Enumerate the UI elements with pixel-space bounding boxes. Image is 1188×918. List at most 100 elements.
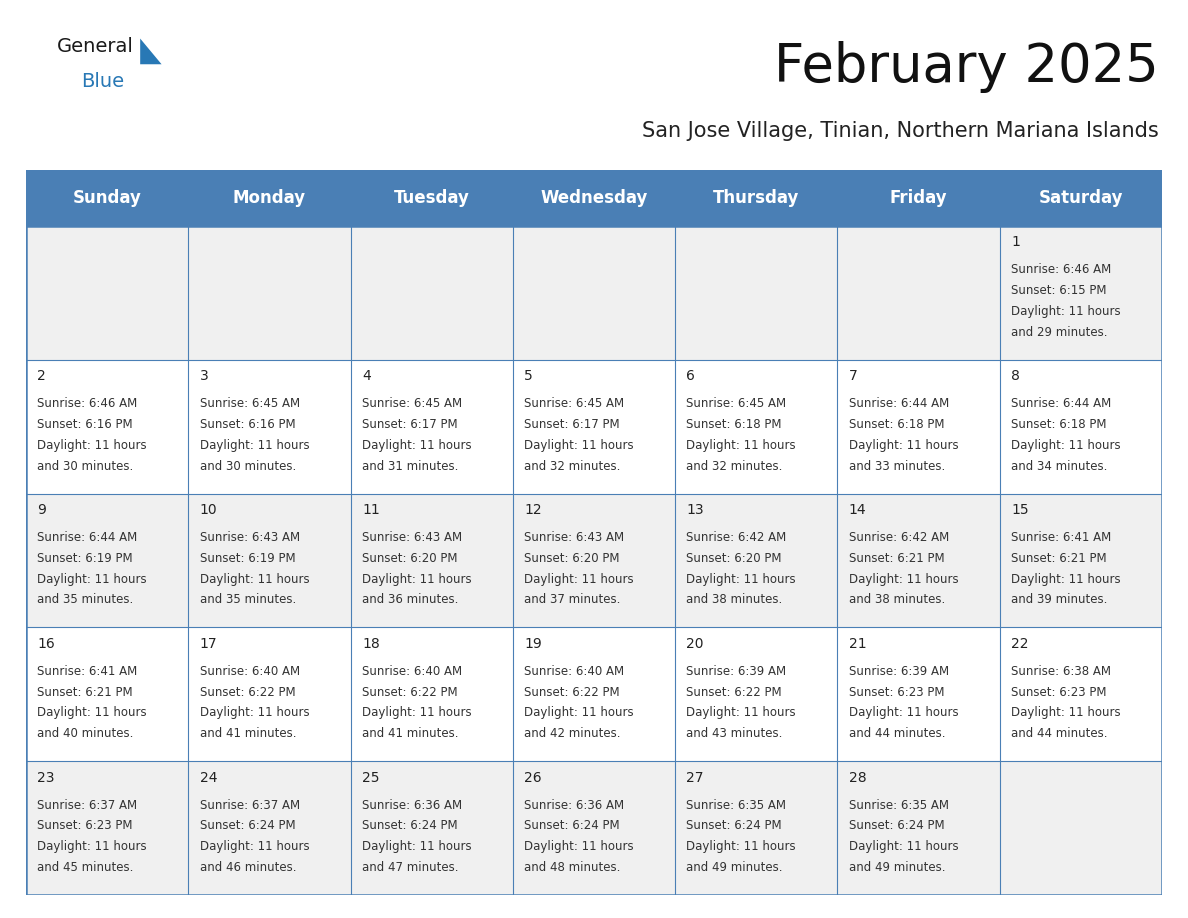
Text: Sunrise: 6:36 AM: Sunrise: 6:36 AM [362, 799, 462, 812]
Text: Sunset: 6:18 PM: Sunset: 6:18 PM [687, 418, 782, 431]
Text: 17: 17 [200, 637, 217, 651]
Bar [26, 360, 1162, 494]
Bar [26, 761, 1162, 895]
Text: and 30 minutes.: and 30 minutes. [38, 460, 134, 473]
Text: Daylight: 11 hours: Daylight: 11 hours [848, 573, 959, 586]
Text: Sunrise: 6:36 AM: Sunrise: 6:36 AM [524, 799, 625, 812]
Text: Monday: Monday [233, 189, 307, 207]
Text: and 39 minutes.: and 39 minutes. [1011, 593, 1107, 606]
Text: Daylight: 11 hours: Daylight: 11 hours [362, 573, 472, 586]
Text: and 35 minutes.: and 35 minutes. [38, 593, 134, 606]
Bar [26, 170, 1162, 226]
Text: 26: 26 [524, 770, 542, 785]
Text: 20: 20 [687, 637, 704, 651]
Text: 13: 13 [687, 503, 704, 517]
Text: and 32 minutes.: and 32 minutes. [687, 460, 783, 473]
Text: Daylight: 11 hours: Daylight: 11 hours [687, 706, 796, 720]
Text: Sunrise: 6:42 AM: Sunrise: 6:42 AM [687, 532, 786, 544]
Text: Daylight: 11 hours: Daylight: 11 hours [362, 439, 472, 452]
Text: Sunrise: 6:45 AM: Sunrise: 6:45 AM [362, 397, 462, 410]
Text: Sunset: 6:18 PM: Sunset: 6:18 PM [1011, 418, 1106, 431]
Text: Sunset: 6:24 PM: Sunset: 6:24 PM [848, 820, 944, 833]
Text: Saturday: Saturday [1038, 189, 1123, 207]
Text: Sunrise: 6:35 AM: Sunrise: 6:35 AM [848, 799, 949, 812]
Bar [26, 226, 1162, 360]
Text: Sunrise: 6:45 AM: Sunrise: 6:45 AM [524, 397, 625, 410]
Text: 5: 5 [524, 369, 533, 383]
Text: and 33 minutes.: and 33 minutes. [848, 460, 944, 473]
Text: Sunrise: 6:40 AM: Sunrise: 6:40 AM [200, 665, 299, 677]
Text: 18: 18 [362, 637, 380, 651]
Text: and 43 minutes.: and 43 minutes. [687, 727, 783, 740]
Text: Sunrise: 6:46 AM: Sunrise: 6:46 AM [1011, 263, 1111, 276]
Text: 10: 10 [200, 503, 217, 517]
Text: Daylight: 11 hours: Daylight: 11 hours [362, 840, 472, 853]
Text: and 46 minutes.: and 46 minutes. [200, 861, 296, 874]
Text: Sunset: 6:21 PM: Sunset: 6:21 PM [1011, 552, 1106, 565]
Text: Sunrise: 6:38 AM: Sunrise: 6:38 AM [1011, 665, 1111, 677]
Text: Sunrise: 6:44 AM: Sunrise: 6:44 AM [38, 532, 138, 544]
Text: Daylight: 11 hours: Daylight: 11 hours [524, 706, 634, 720]
Text: and 47 minutes.: and 47 minutes. [362, 861, 459, 874]
Text: Sunrise: 6:44 AM: Sunrise: 6:44 AM [1011, 397, 1111, 410]
Text: Sunrise: 6:45 AM: Sunrise: 6:45 AM [687, 397, 786, 410]
Text: 19: 19 [524, 637, 542, 651]
Text: Daylight: 11 hours: Daylight: 11 hours [38, 573, 147, 586]
Text: Daylight: 11 hours: Daylight: 11 hours [38, 706, 147, 720]
Text: and 38 minutes.: and 38 minutes. [848, 593, 944, 606]
Text: 14: 14 [848, 503, 866, 517]
Text: and 44 minutes.: and 44 minutes. [1011, 727, 1107, 740]
Text: Wednesday: Wednesday [541, 189, 647, 207]
Text: Sunrise: 6:46 AM: Sunrise: 6:46 AM [38, 397, 138, 410]
Text: Sunset: 6:17 PM: Sunset: 6:17 PM [362, 418, 457, 431]
Text: Sunset: 6:22 PM: Sunset: 6:22 PM [200, 686, 296, 699]
Text: 2: 2 [38, 369, 46, 383]
Text: Sunrise: 6:39 AM: Sunrise: 6:39 AM [687, 665, 786, 677]
Text: Sunset: 6:17 PM: Sunset: 6:17 PM [524, 418, 620, 431]
Text: 28: 28 [848, 770, 866, 785]
Text: Sunset: 6:23 PM: Sunset: 6:23 PM [38, 820, 133, 833]
Text: Daylight: 11 hours: Daylight: 11 hours [1011, 439, 1120, 452]
Text: Sunset: 6:18 PM: Sunset: 6:18 PM [848, 418, 944, 431]
Text: Daylight: 11 hours: Daylight: 11 hours [524, 840, 634, 853]
Text: Daylight: 11 hours: Daylight: 11 hours [687, 840, 796, 853]
Text: and 49 minutes.: and 49 minutes. [687, 861, 783, 874]
Text: and 30 minutes.: and 30 minutes. [200, 460, 296, 473]
Text: Thursday: Thursday [713, 189, 800, 207]
Text: Daylight: 11 hours: Daylight: 11 hours [1011, 573, 1120, 586]
Text: Sunset: 6:24 PM: Sunset: 6:24 PM [524, 820, 620, 833]
Text: Sunset: 6:21 PM: Sunset: 6:21 PM [848, 552, 944, 565]
Text: Sunrise: 6:40 AM: Sunrise: 6:40 AM [362, 665, 462, 677]
Text: Daylight: 11 hours: Daylight: 11 hours [38, 840, 147, 853]
Text: 9: 9 [38, 503, 46, 517]
Text: Sunrise: 6:45 AM: Sunrise: 6:45 AM [200, 397, 299, 410]
Text: Daylight: 11 hours: Daylight: 11 hours [687, 573, 796, 586]
Text: 25: 25 [362, 770, 379, 785]
Text: 4: 4 [362, 369, 371, 383]
Text: Sunrise: 6:39 AM: Sunrise: 6:39 AM [848, 665, 949, 677]
Text: Daylight: 11 hours: Daylight: 11 hours [200, 439, 309, 452]
Text: Daylight: 11 hours: Daylight: 11 hours [687, 439, 796, 452]
Text: Daylight: 11 hours: Daylight: 11 hours [848, 840, 959, 853]
Bar [26, 627, 1162, 761]
Text: Daylight: 11 hours: Daylight: 11 hours [362, 706, 472, 720]
Text: Sunset: 6:16 PM: Sunset: 6:16 PM [38, 418, 133, 431]
Text: 12: 12 [524, 503, 542, 517]
Text: San Jose Village, Tinian, Northern Mariana Islands: San Jose Village, Tinian, Northern Maria… [642, 121, 1158, 141]
Text: 22: 22 [1011, 637, 1029, 651]
Text: Daylight: 11 hours: Daylight: 11 hours [1011, 305, 1120, 318]
Text: Daylight: 11 hours: Daylight: 11 hours [200, 706, 309, 720]
Text: 1: 1 [1011, 235, 1019, 250]
Text: Sunrise: 6:43 AM: Sunrise: 6:43 AM [362, 532, 462, 544]
Text: and 41 minutes.: and 41 minutes. [362, 727, 459, 740]
Text: Sunday: Sunday [72, 189, 141, 207]
Text: and 41 minutes.: and 41 minutes. [200, 727, 296, 740]
Text: and 35 minutes.: and 35 minutes. [200, 593, 296, 606]
Text: 6: 6 [687, 369, 695, 383]
Text: Tuesday: Tuesday [393, 189, 469, 207]
Text: 21: 21 [848, 637, 866, 651]
Text: Sunset: 6:24 PM: Sunset: 6:24 PM [687, 820, 782, 833]
Text: Sunrise: 6:43 AM: Sunrise: 6:43 AM [200, 532, 299, 544]
Text: Sunrise: 6:41 AM: Sunrise: 6:41 AM [1011, 532, 1111, 544]
Text: Sunrise: 6:35 AM: Sunrise: 6:35 AM [687, 799, 786, 812]
